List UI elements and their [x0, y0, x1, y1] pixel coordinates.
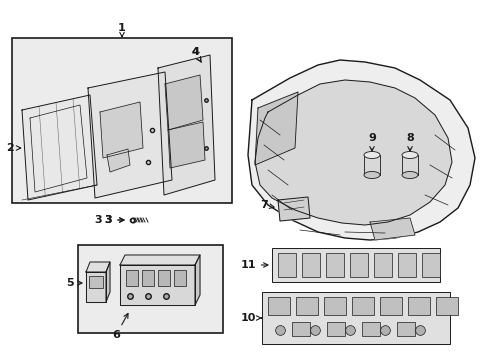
- Text: 7: 7: [260, 200, 274, 210]
- Polygon shape: [22, 95, 97, 200]
- Bar: [12, 38, 231, 203]
- Bar: [78, 245, 223, 333]
- Bar: [126, 270, 138, 286]
- Polygon shape: [254, 92, 297, 165]
- Bar: [361, 322, 379, 336]
- Bar: [295, 297, 317, 315]
- Text: 11: 11: [240, 260, 267, 270]
- Ellipse shape: [363, 152, 379, 158]
- Bar: [435, 297, 457, 315]
- Text: 3: 3: [104, 215, 124, 225]
- Bar: [401, 155, 417, 175]
- Text: 10: 10: [240, 313, 261, 323]
- Bar: [324, 297, 346, 315]
- Bar: [89, 276, 103, 288]
- Polygon shape: [158, 55, 215, 195]
- Polygon shape: [88, 72, 172, 198]
- Polygon shape: [164, 75, 203, 130]
- Bar: [325, 253, 343, 277]
- Text: 9: 9: [367, 133, 375, 151]
- Text: 4: 4: [191, 47, 201, 62]
- Bar: [363, 155, 379, 175]
- Polygon shape: [120, 255, 200, 265]
- Ellipse shape: [363, 171, 379, 179]
- Bar: [349, 253, 367, 277]
- Text: 4: 4: [191, 47, 201, 62]
- Polygon shape: [278, 197, 309, 221]
- Polygon shape: [100, 102, 142, 158]
- Polygon shape: [168, 122, 204, 168]
- Text: 3: 3: [94, 215, 102, 225]
- Polygon shape: [120, 265, 195, 305]
- Bar: [142, 270, 154, 286]
- Bar: [302, 253, 319, 277]
- Text: 6: 6: [112, 314, 128, 340]
- Polygon shape: [254, 80, 451, 225]
- Bar: [278, 253, 295, 277]
- Bar: [326, 322, 345, 336]
- Bar: [351, 297, 373, 315]
- Bar: [421, 253, 439, 277]
- Polygon shape: [106, 262, 110, 302]
- Bar: [407, 297, 429, 315]
- Text: 8: 8: [406, 133, 413, 151]
- Polygon shape: [86, 272, 106, 302]
- Polygon shape: [86, 262, 110, 272]
- Bar: [262, 292, 449, 344]
- Ellipse shape: [401, 152, 417, 158]
- Polygon shape: [369, 218, 414, 240]
- Bar: [267, 297, 289, 315]
- Polygon shape: [195, 255, 200, 305]
- Text: 2: 2: [6, 143, 20, 153]
- Bar: [291, 322, 309, 336]
- Polygon shape: [247, 60, 474, 240]
- Bar: [158, 270, 170, 286]
- Polygon shape: [107, 149, 130, 172]
- Bar: [397, 253, 415, 277]
- Bar: [373, 253, 391, 277]
- Ellipse shape: [401, 171, 417, 179]
- Bar: [379, 297, 401, 315]
- Bar: [396, 322, 414, 336]
- Text: 1: 1: [118, 23, 125, 37]
- Text: 3: 3: [104, 215, 112, 225]
- Text: 5: 5: [66, 278, 82, 288]
- Bar: [174, 270, 185, 286]
- Bar: [271, 248, 439, 282]
